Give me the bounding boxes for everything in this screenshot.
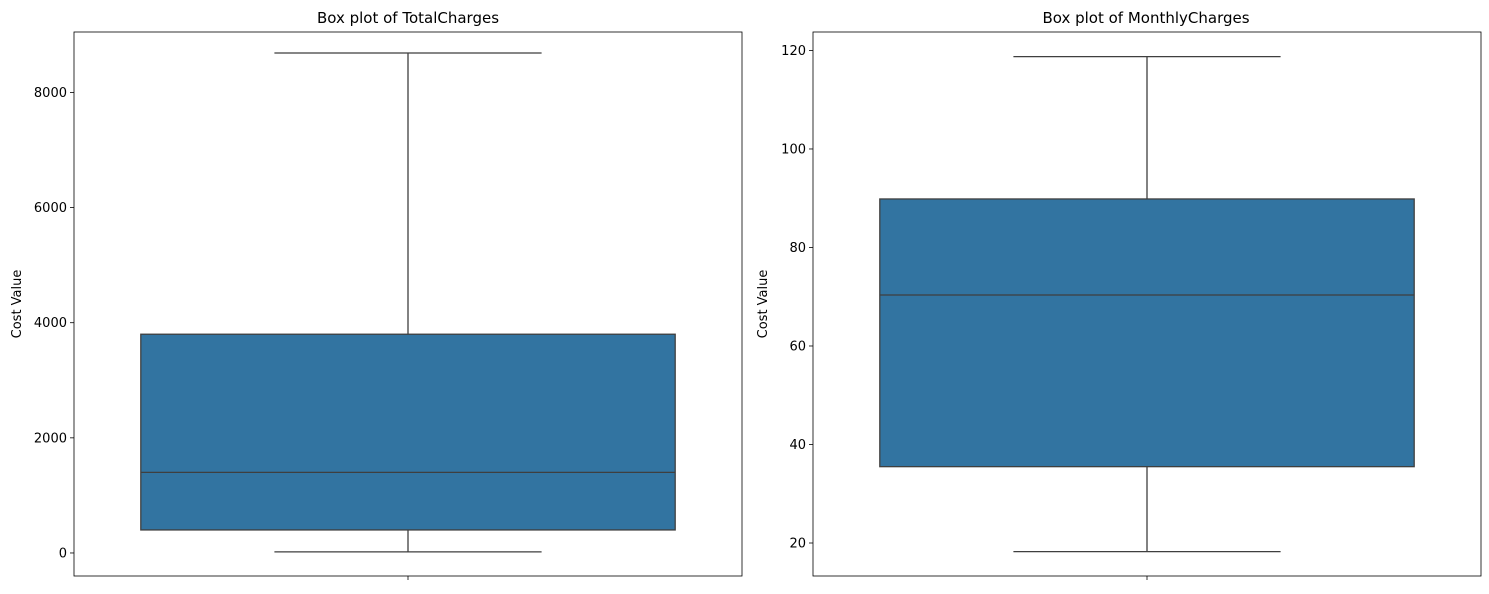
y-tick-label: 120	[781, 44, 806, 59]
chart-title: Box plot of MonthlyCharges	[1042, 9, 1249, 27]
chart-title: Box plot of TotalCharges	[317, 9, 499, 27]
y-tick-label: 2000	[34, 431, 67, 446]
chart-panel-totalcharges: Box plot of TotalCharges Cost Value 0 200…	[10, 9, 743, 580]
iqr-box	[140, 333, 676, 531]
chart-panel-monthlycharges: Box plot of MonthlyCharges Cost Value 20…	[756, 9, 1482, 580]
y-tick-label: 20	[789, 537, 806, 552]
iqr-box	[879, 198, 1415, 468]
y-tick-label: 4000	[34, 316, 67, 331]
y-tick-label: 0	[59, 546, 67, 561]
y-tick-label: 40	[789, 438, 806, 453]
y-tick-label: 80	[789, 241, 806, 256]
y-tick-label: 8000	[34, 86, 67, 101]
y-tick-label: 60	[789, 339, 806, 354]
y-axis-label: Cost Value	[756, 270, 771, 339]
y-axis-label: Cost Value	[10, 270, 25, 339]
y-tick-label: 100	[781, 142, 806, 157]
y-tick-label: 6000	[34, 201, 67, 216]
